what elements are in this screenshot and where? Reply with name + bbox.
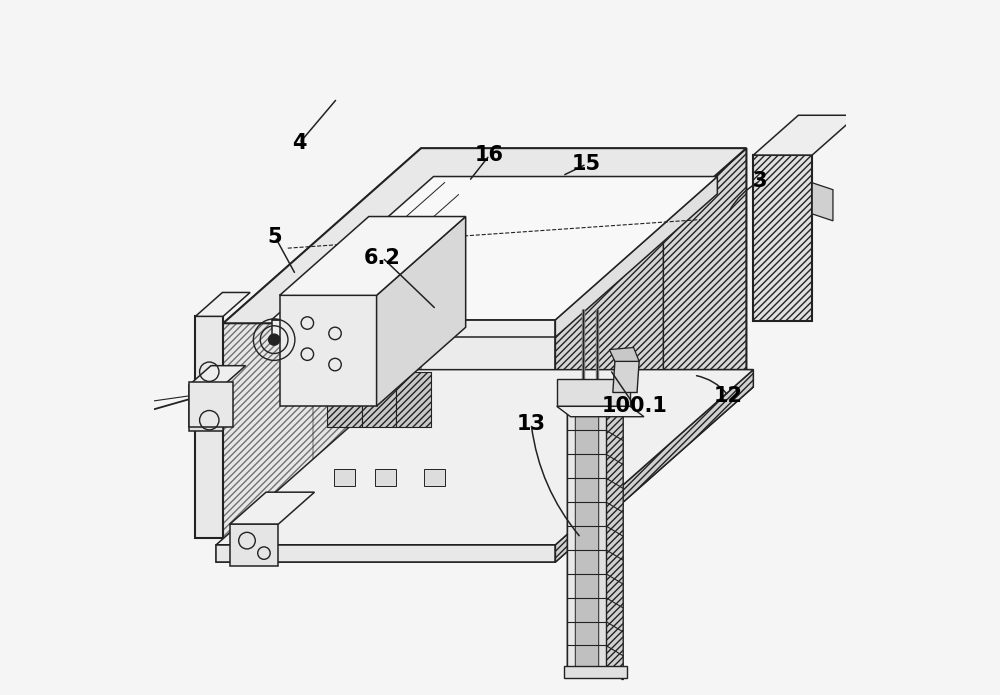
Polygon shape xyxy=(195,316,223,538)
Polygon shape xyxy=(223,148,746,323)
Polygon shape xyxy=(564,666,627,678)
Polygon shape xyxy=(230,524,278,566)
Text: 3: 3 xyxy=(752,172,767,191)
Polygon shape xyxy=(216,370,753,545)
Polygon shape xyxy=(334,468,355,486)
Polygon shape xyxy=(280,217,466,295)
Polygon shape xyxy=(272,320,555,337)
Polygon shape xyxy=(753,115,857,155)
Polygon shape xyxy=(575,478,598,502)
Polygon shape xyxy=(189,386,223,431)
Polygon shape xyxy=(313,235,663,330)
Polygon shape xyxy=(216,370,753,562)
Polygon shape xyxy=(557,379,630,407)
Polygon shape xyxy=(555,370,753,562)
Polygon shape xyxy=(575,454,598,478)
Polygon shape xyxy=(606,407,623,680)
Polygon shape xyxy=(424,468,445,486)
Polygon shape xyxy=(195,293,250,316)
Polygon shape xyxy=(555,235,663,468)
Polygon shape xyxy=(567,407,575,669)
Polygon shape xyxy=(189,382,233,427)
Text: 4: 4 xyxy=(292,133,307,154)
Polygon shape xyxy=(230,492,314,524)
Text: 100.1: 100.1 xyxy=(602,396,668,416)
Polygon shape xyxy=(362,372,396,427)
Polygon shape xyxy=(575,430,598,454)
Polygon shape xyxy=(313,330,555,468)
Polygon shape xyxy=(272,177,717,320)
Polygon shape xyxy=(280,295,377,406)
Polygon shape xyxy=(575,407,598,430)
Polygon shape xyxy=(327,372,362,427)
Polygon shape xyxy=(575,598,598,621)
Polygon shape xyxy=(396,372,431,427)
Polygon shape xyxy=(613,361,639,393)
Polygon shape xyxy=(575,621,598,646)
Text: 12: 12 xyxy=(714,386,743,406)
Polygon shape xyxy=(812,183,833,221)
Text: 16: 16 xyxy=(475,145,504,165)
Polygon shape xyxy=(375,468,396,486)
Polygon shape xyxy=(753,155,812,321)
Polygon shape xyxy=(189,366,246,386)
Polygon shape xyxy=(575,550,598,574)
Polygon shape xyxy=(223,323,548,545)
Polygon shape xyxy=(223,148,421,545)
Polygon shape xyxy=(575,574,598,598)
Polygon shape xyxy=(548,148,746,545)
Text: 6.2: 6.2 xyxy=(364,247,401,268)
Polygon shape xyxy=(557,407,644,417)
Polygon shape xyxy=(555,177,717,337)
Polygon shape xyxy=(216,545,555,562)
Text: 15: 15 xyxy=(572,154,601,174)
Polygon shape xyxy=(575,502,598,526)
Text: 13: 13 xyxy=(517,414,546,434)
Polygon shape xyxy=(609,348,639,361)
Polygon shape xyxy=(575,526,598,550)
Polygon shape xyxy=(567,407,576,676)
Polygon shape xyxy=(377,217,466,406)
Text: 5: 5 xyxy=(268,227,282,247)
Circle shape xyxy=(269,334,280,345)
Polygon shape xyxy=(598,407,606,669)
Polygon shape xyxy=(575,646,598,669)
